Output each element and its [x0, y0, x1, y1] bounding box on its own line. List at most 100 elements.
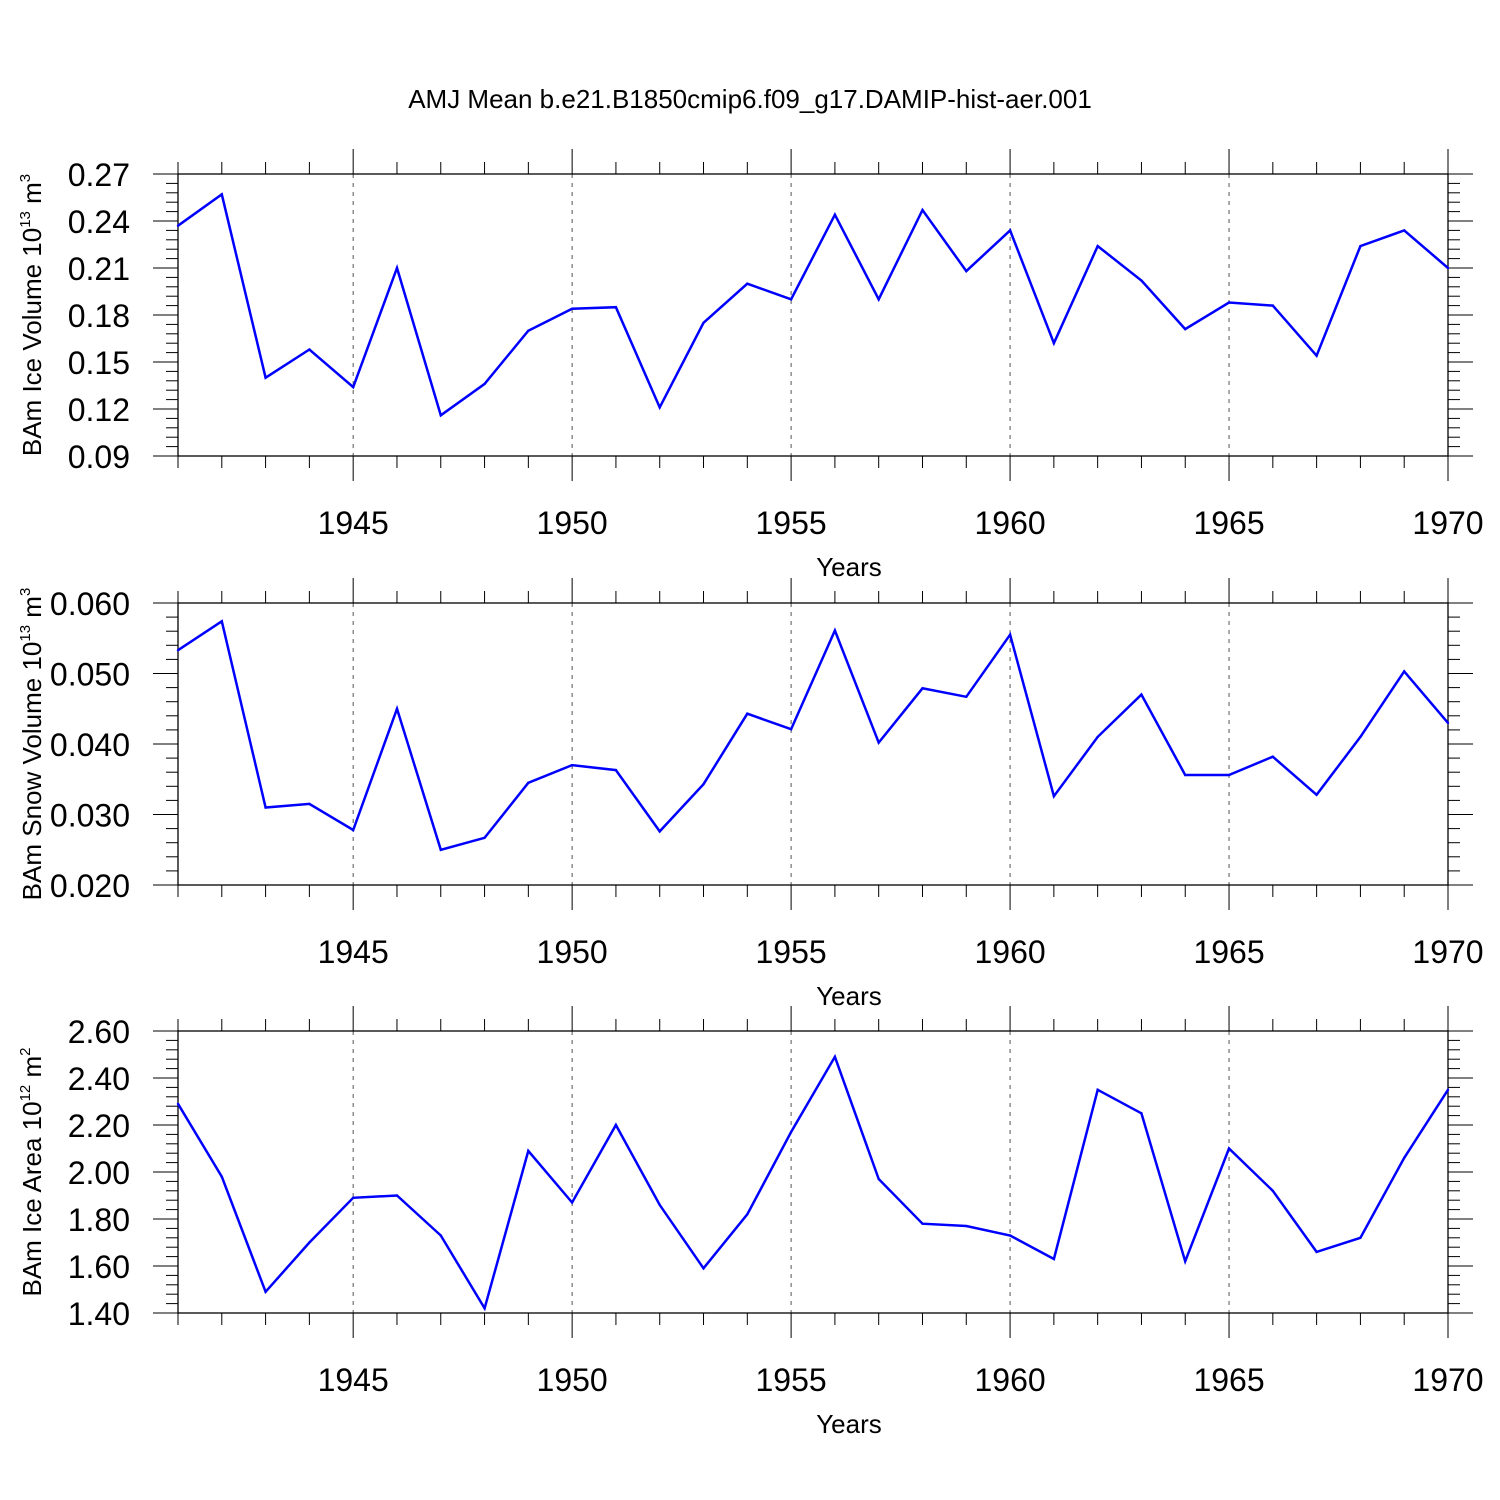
data-point [789, 298, 793, 301]
y-tick-label: 1.80 [68, 1202, 130, 1238]
x-tick-label: 1950 [537, 505, 608, 541]
data-point [1271, 755, 1275, 758]
data-point [439, 1234, 442, 1237]
y-tick-label: 2.60 [68, 1014, 130, 1050]
data-point [702, 321, 705, 325]
data-point [483, 382, 486, 386]
data-point [1008, 1234, 1012, 1237]
x-tick-label: 1945 [318, 505, 389, 541]
data-point [1096, 1088, 1099, 1091]
data-point [702, 1267, 705, 1270]
data-point [833, 629, 837, 632]
data-point [965, 695, 968, 698]
data-point [264, 376, 267, 379]
data-point [921, 1222, 924, 1225]
y-tick-label: 0.040 [50, 727, 130, 763]
data-point [921, 208, 924, 212]
x-tick-label: 1955 [756, 934, 827, 970]
data-point [483, 1307, 486, 1310]
data-point [921, 687, 924, 690]
data-point [658, 830, 661, 833]
data-point [570, 763, 574, 767]
data-point [483, 836, 486, 839]
data-point [1140, 279, 1143, 282]
x-tick-label: 1945 [318, 934, 389, 970]
y-axis-label: BAm Ice Volume 1013 m3 [17, 174, 47, 456]
data-point [351, 385, 355, 389]
data-point [1403, 670, 1406, 673]
data-point [746, 712, 749, 715]
data-point [1096, 735, 1099, 739]
data-point [702, 782, 705, 786]
y-tick-label: 0.020 [50, 868, 130, 904]
panel-3: 1.40 1.60 1.80 2.00 2.20 2.40 2.60 1945 1950 1955… [17, 1006, 1484, 1439]
data-point [1403, 229, 1406, 232]
data-point [1227, 301, 1231, 304]
chart-title: AMJ Mean b.e21.B1850cmip6.f09_g17.DAMIP-… [408, 84, 1092, 114]
y-tick-label: 0.15 [68, 345, 130, 381]
series-line [177, 619, 1449, 852]
data-point [1140, 1112, 1143, 1115]
series-line [176, 1053, 1450, 1312]
data-point [570, 1201, 574, 1204]
data-point [1446, 1088, 1450, 1091]
x-tick-label: 1965 [1193, 505, 1264, 541]
data-point [789, 727, 793, 731]
data-point [1096, 244, 1099, 248]
data-point [264, 1290, 267, 1294]
plot-frame [177, 602, 1449, 886]
y-tick-label: 0.050 [50, 657, 130, 693]
data-point [965, 1224, 968, 1228]
x-axis-label: Years [816, 552, 882, 582]
data-point [1052, 342, 1056, 345]
data-point [220, 193, 223, 196]
data-point [746, 1213, 749, 1216]
panel-1: 0.09 0.12 0.15 0.18 0.21 0.24 0.27 1945 1950 1955… [17, 149, 1484, 582]
y-tick-label: 2.40 [68, 1061, 130, 1097]
data-point [570, 307, 574, 310]
data-point [439, 848, 442, 851]
data-point [1227, 1147, 1231, 1150]
y-tick-label: 0.060 [50, 586, 130, 622]
x-tick-label: 1965 [1193, 1362, 1264, 1398]
data-point [1227, 773, 1231, 777]
x-tick-label: 1950 [537, 934, 608, 970]
y-tick-label: 0.24 [68, 204, 130, 240]
data-point [1359, 1236, 1362, 1240]
y-tick-label: 0.030 [50, 798, 130, 834]
data-point [1446, 266, 1450, 270]
x-tick-label: 1950 [537, 1362, 608, 1398]
y-tick-label: 2.20 [68, 1108, 130, 1144]
data-point [220, 1175, 223, 1178]
data-point [176, 1102, 180, 1106]
y-tick-label: 0.21 [68, 251, 130, 287]
x-axis-label: Years [816, 981, 882, 1011]
x-tick-label: 1960 [974, 934, 1045, 970]
x-tick-label: 1945 [318, 1362, 389, 1398]
data-point [877, 298, 880, 301]
data-point [833, 1055, 837, 1059]
y-tick-label: 1.60 [68, 1249, 130, 1285]
data-point [527, 1149, 530, 1153]
y-axis-label: BAm Ice Area 1012 m2 [17, 1047, 47, 1296]
data-point [1184, 327, 1187, 331]
y-tick-label: 2.00 [68, 1155, 130, 1191]
data-point [264, 806, 267, 809]
y-tick-label: 0.09 [68, 439, 130, 475]
x-tick-label: 1970 [1412, 505, 1483, 541]
data-point [1184, 773, 1187, 777]
data-point [308, 802, 311, 806]
y-tick-label: 0.27 [68, 157, 130, 193]
data-point [1184, 1260, 1187, 1263]
data-point [395, 266, 399, 270]
data-point [439, 414, 442, 417]
data-point [176, 224, 180, 227]
data-point [351, 828, 355, 832]
data-point [1052, 794, 1056, 798]
data-point [614, 768, 618, 772]
data-point [1140, 693, 1143, 696]
data-point [1446, 721, 1450, 725]
data-point [614, 305, 618, 309]
data-point [527, 329, 530, 332]
